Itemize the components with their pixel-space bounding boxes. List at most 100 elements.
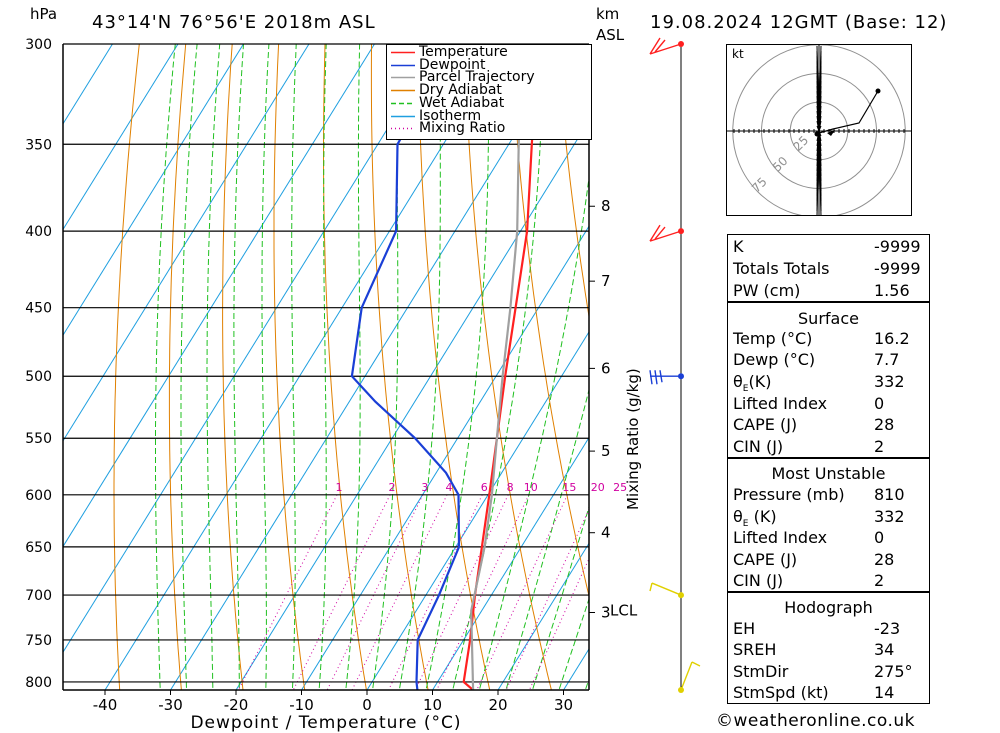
surface-cin-value: 2 [874, 437, 885, 456]
pressure-tick-label: 350 [25, 137, 52, 153]
hodograph-ring-label: 75 [749, 175, 770, 196]
mixing-ratio-value-label: 25 [613, 481, 627, 494]
mu-cape-value: 28 [874, 550, 895, 569]
x-tick-label: -40 [93, 696, 118, 714]
hodograph-tick [816, 45, 822, 215]
dry-adiabat-line [370, 44, 429, 690]
pressure-tick-label: 300 [25, 37, 52, 53]
k-index-value: -9999 [874, 237, 921, 256]
hodograph-point [875, 88, 881, 94]
isotherm-line [300, 225, 589, 690]
x-tick-label: -10 [289, 696, 314, 714]
legend-label: Mixing Ratio [419, 120, 506, 137]
wet-adiabat-line [261, 44, 270, 690]
asl-label: ASL [596, 26, 625, 44]
legend-swatch [391, 115, 415, 117]
mixing-ratio-line [388, 494, 483, 690]
km-tick-label: 6 [601, 359, 611, 377]
storm-motion-marker [827, 130, 835, 136]
mu-theta-value: 332 [874, 507, 905, 526]
x-tick-label: 10 [423, 696, 442, 714]
wind-barb [680, 661, 701, 691]
wet-adiabat-line [425, 44, 490, 690]
wet-adiabat-line [505, 387, 589, 690]
dry-adiabat-line [417, 44, 491, 690]
datetime-title: 19.08.2024 12GMT (Base: 12) [650, 12, 948, 33]
isotherm-line [497, 542, 589, 690]
parcel-trajectory-line [470, 44, 523, 690]
surface-cin-label: CIN (J) [733, 437, 784, 456]
isotherm-line [63, 44, 114, 125]
mixing-ratio-value-label: 1 [336, 481, 343, 494]
totals-totals-label: Totals Totals [733, 259, 830, 278]
pw-value: 1.56 [874, 281, 910, 300]
hodograph-trace [818, 90, 879, 134]
k-index-label: K [733, 237, 744, 256]
mixing-ratio-value-label: 10 [524, 481, 538, 494]
pw-label: PW (cm) [733, 281, 801, 300]
stmspd-label: StmSpd (kt) [733, 683, 829, 702]
pressure-tick-label: 400 [25, 224, 52, 240]
wet-adiabat-line [155, 44, 176, 690]
pressure-tick-label: 650 [25, 540, 52, 556]
dry-adiabat-line [273, 44, 306, 690]
legend-swatch [391, 89, 415, 92]
hodograph-table: Hodograph EH -23 SREH 34 StmDir 275° StmSpd… [727, 592, 930, 704]
legend-item: Dry Adiabat [387, 83, 587, 97]
surface-dewp-label: Dewp (°C) [733, 350, 816, 369]
legend-label: Isotherm [419, 107, 482, 124]
surface-cape-value: 28 [874, 415, 895, 434]
mu-cin-value: 2 [874, 571, 885, 590]
surface-temp-value: 16.2 [874, 329, 910, 348]
legend-item: Wet Adiabat [387, 94, 587, 111]
stmdir-value: 275° [874, 662, 913, 681]
mu-pressure-label: Pressure (mb) [733, 485, 845, 504]
isotherm-line [235, 119, 589, 690]
wet-adiabat-line [206, 44, 221, 690]
mu-li-value: 0 [874, 528, 885, 547]
dry-adiabat-line [924, 22, 1000, 706]
surface-dewp-value: 7.7 [874, 350, 900, 369]
legend-swatch [391, 102, 415, 105]
stmdir-label: StmDir [733, 662, 789, 681]
isotherm-line [0, 0, 9, 706]
dewpoint-line [350, 44, 461, 690]
dry-adiabat-line [113, 44, 140, 690]
wind-barb [649, 37, 682, 55]
km-tick-label: 3 [601, 603, 611, 621]
legend-item: Isotherm [387, 107, 587, 124]
mu-li-label: Lifted Index [733, 528, 828, 547]
hodograph-point [814, 131, 820, 137]
isotherm-line [431, 436, 589, 690]
pressure-tick-label: 550 [25, 431, 52, 447]
x-axis-label: Dewpoint / Temperature (°C) [190, 713, 461, 733]
km-label: km [596, 5, 620, 23]
copyright-text: ©weatheronline.co.uk [716, 711, 916, 731]
km-tick-label: 4 [601, 524, 611, 542]
mixing-ratio-line [237, 494, 338, 690]
location-title: 43°14'N 76°56'E 2018m ASL [92, 12, 376, 33]
mixing-ratio-line [326, 494, 424, 690]
legend-swatch [391, 51, 415, 54]
most-unstable-title: Most Unstable [771, 464, 886, 483]
legend-label: Wet Adiabat [419, 94, 505, 111]
totals-totals-value: -9999 [874, 259, 921, 278]
surface-theta-label: θE(K) [733, 372, 772, 395]
wet-adiabat-line [233, 44, 245, 690]
surface-table: Surface Temp (°C) 16.2 Dewp (°C) 7.7 θE(K)… [727, 302, 930, 458]
dry-adiabat-line [168, 44, 187, 690]
mixing-ratio-value-label: 6 [481, 481, 488, 494]
wet-adiabat-line [180, 44, 198, 690]
wind-barb-dot [678, 228, 684, 235]
pressure-tick-label: 700 [25, 588, 52, 604]
pressure-tick-label: 800 [25, 675, 52, 691]
legend-item: Mixing Ratio [387, 120, 587, 137]
pressure-unit-label: hPa [30, 5, 58, 23]
chart-legend: Temperature Dewpoint Parcel Trajectory Dry … [386, 44, 592, 140]
wind-barb [649, 370, 681, 385]
mixing-ratio-value-label: 15 [562, 481, 576, 494]
eh-label: EH [733, 619, 756, 638]
pressure-tick-label: 500 [25, 369, 52, 385]
legend-item: Dewpoint [387, 58, 587, 72]
